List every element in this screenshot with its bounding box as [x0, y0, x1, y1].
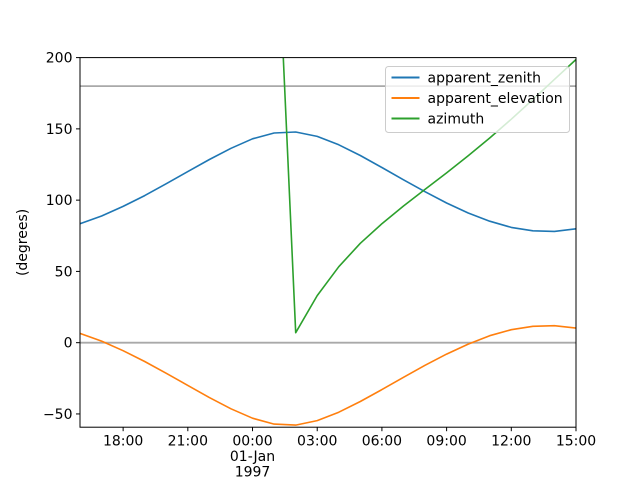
series-line-azimuth [282, 57, 576, 334]
y-tick-label: 50 [55, 264, 73, 280]
series-line-apparent_elevation [80, 324, 576, 426]
y-tick-label: 0 [64, 336, 73, 352]
y-axis-label: (degrees) [15, 209, 31, 276]
y-tick-label: 200 [46, 51, 73, 67]
legend-label-azimuth: azimuth [428, 111, 485, 127]
x-tick-label: 09:00 [426, 434, 466, 450]
x-tick-label: 15:00 [556, 434, 596, 450]
legend-label-apparent_zenith: apparent_zenith [428, 70, 541, 86]
plot-border [79, 57, 577, 428]
x-tick-label: 03:00 [297, 434, 337, 450]
x-tick-label: 06:00 [362, 434, 402, 450]
legend-box [385, 66, 570, 133]
x-tick-label: 21:00 [168, 434, 208, 450]
x-tick-label: 18:00 [103, 434, 143, 450]
x-tick-label: 12:00 [491, 434, 531, 450]
x-tick-label: 00:00 01-Jan 1997 [230, 434, 275, 480]
y-tick-label: −50 [43, 407, 73, 423]
y-tick-label: 100 [46, 193, 73, 209]
series-group [80, 57, 576, 426]
legend-label-apparent_elevation: apparent_elevation [428, 91, 563, 107]
y-tick-label: 150 [46, 122, 73, 138]
series-line-apparent_zenith [80, 131, 576, 233]
